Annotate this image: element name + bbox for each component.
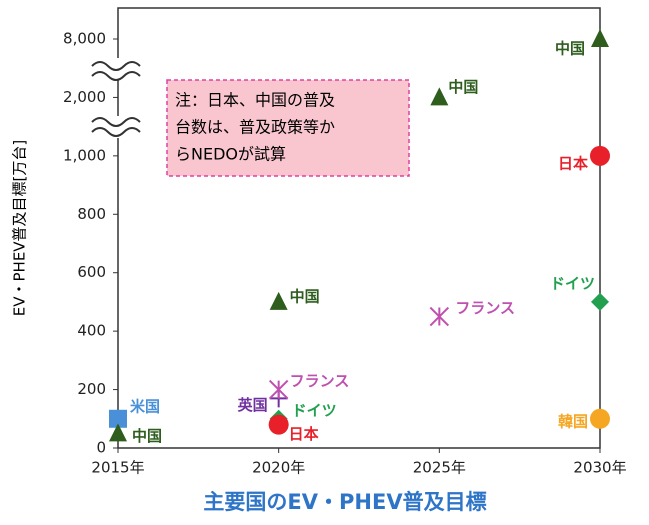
x-tick-label: 2025年 (413, 459, 466, 477)
point-label: 韓国 (558, 412, 588, 430)
axis-break (91, 58, 141, 138)
point-label: 中国 (555, 40, 585, 58)
marker (590, 145, 610, 166)
point-label: ドイツ (292, 401, 337, 419)
marker (591, 29, 609, 47)
y-tick-label: 8,000 (63, 30, 106, 48)
marker (590, 408, 610, 429)
point-label: 中国 (448, 78, 478, 96)
marker (268, 379, 289, 400)
chart-title: 主要国のEV・PHEV普及目標 (203, 490, 486, 514)
y-tick-label: 200 (77, 380, 106, 398)
marker (429, 306, 450, 327)
point-label: フランス (455, 299, 515, 317)
y-tick-label: 800 (77, 205, 106, 223)
plot-frame (117, 7, 601, 449)
x-tick-label: 2020年 (252, 459, 305, 477)
marker (268, 414, 289, 435)
point-label: 日本 (289, 425, 319, 443)
y-tick-label: 1,000 (63, 146, 106, 164)
marker (430, 87, 449, 106)
point-label: 英国 (238, 396, 268, 414)
marker (269, 291, 288, 310)
marker (591, 292, 609, 311)
y-tick-label: 2,000 (63, 88, 106, 106)
x-tick-label: 2030年 (573, 459, 626, 477)
annotation: らNEDOが試算 (175, 145, 286, 164)
point-label: 米国 (130, 397, 160, 415)
point-label: 中国 (290, 287, 320, 305)
annotation: 台数は、普及政策等か (175, 118, 335, 137)
x-tick-label: 2015年 (91, 459, 144, 477)
y-tick-label: 400 (77, 322, 106, 340)
point-label: 日本 (558, 154, 588, 172)
point-label: ドイツ (550, 274, 595, 292)
annotation-box (166, 79, 410, 177)
marker (109, 423, 127, 442)
marker (109, 409, 127, 428)
y-tick-label: 600 (77, 263, 106, 281)
y-tick-label: 0 (96, 439, 106, 457)
y-axis-label: EV・PHEV普及目標[万台] (11, 140, 29, 317)
annotation: 注：日本、中国の普及 (175, 91, 335, 110)
point-label: 中国 (132, 427, 162, 445)
point-label: フランス (290, 372, 350, 390)
